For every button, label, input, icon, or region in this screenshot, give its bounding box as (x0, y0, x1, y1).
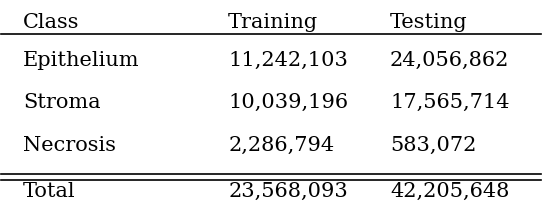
Text: Stroma: Stroma (23, 93, 101, 112)
Text: 10,039,196: 10,039,196 (228, 93, 348, 112)
Text: Testing: Testing (390, 13, 468, 32)
Text: Total: Total (23, 182, 76, 201)
Text: 11,242,103: 11,242,103 (228, 51, 348, 70)
Text: Training: Training (228, 13, 318, 32)
Text: 42,205,648: 42,205,648 (390, 182, 509, 201)
Text: Class: Class (23, 13, 79, 32)
Text: 17,565,714: 17,565,714 (390, 93, 510, 112)
Text: 583,072: 583,072 (390, 135, 477, 155)
Text: 2,286,794: 2,286,794 (228, 135, 334, 155)
Text: Necrosis: Necrosis (23, 135, 116, 155)
Text: 24,056,862: 24,056,862 (390, 51, 509, 70)
Text: Epithelium: Epithelium (23, 51, 140, 70)
Text: 23,568,093: 23,568,093 (228, 182, 348, 201)
